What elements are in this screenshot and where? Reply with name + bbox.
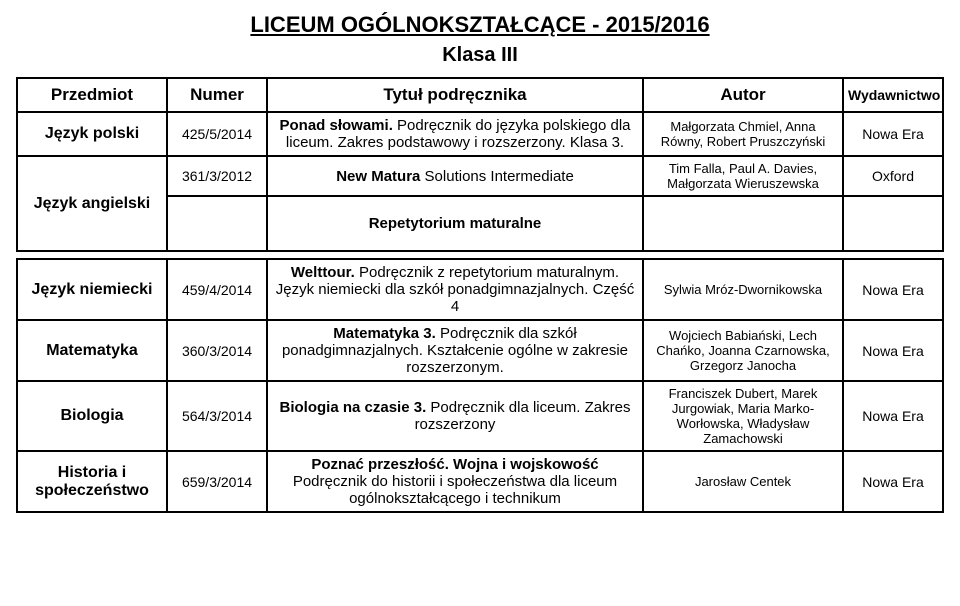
cell-subject: Biologia (17, 381, 167, 451)
cell-author: Wojciech Babiański, Lech Chańko, Joanna … (643, 320, 843, 381)
cell-number: 564/3/2014 (167, 381, 267, 451)
table-row: Język niemiecki 459/4/2014 Welttour. Pod… (17, 259, 943, 320)
spacer-row (17, 251, 943, 259)
cell-number: 659/3/2014 (167, 451, 267, 512)
cell-author: Małgorzata Chmiel, Anna Równy, Robert Pr… (643, 112, 843, 156)
table-row: Biologia 564/3/2014 Biologia na czasie 3… (17, 381, 943, 451)
page-title: LICEUM OGÓLNOKSZTAŁCĄCE - 2015/2016 (16, 12, 944, 38)
cell-title: Ponad słowami. Podręcznik do języka pols… (267, 112, 643, 156)
col-subject: Przedmiot (17, 78, 167, 112)
cell-title: Poznać przeszłość. Wojna i wojskowość Po… (267, 451, 643, 512)
table-header-row: Przedmiot Numer Tytuł podręcznika Autor … (17, 78, 943, 112)
col-author: Autor (643, 78, 843, 112)
cell-subject: Język niemiecki (17, 259, 167, 320)
cell-title: New Matura Solutions Intermediate (267, 156, 643, 196)
cell-subject: Historia i społeczeństwo (17, 451, 167, 512)
cell-author: Franciszek Dubert, Marek Jurgowiak, Mari… (643, 381, 843, 451)
cell-number: 360/3/2014 (167, 320, 267, 381)
table-row: Język polski 425/5/2014 Ponad słowami. P… (17, 112, 943, 156)
cell-publisher: Nowa Era (843, 112, 943, 156)
col-publisher: Wydawnictwo (843, 78, 943, 112)
cell-author: Sylwia Mróz-Dwornikowska (643, 259, 843, 320)
cell-title: Welttour. Podręcznik z repetytorium matu… (267, 259, 643, 320)
cell-subject: Język polski (17, 112, 167, 156)
cell-title: Repetytorium maturalne (267, 196, 643, 251)
col-title: Tytuł podręcznika (267, 78, 643, 112)
cell-title: Matematyka 3. Podręcznik dla szkół ponad… (267, 320, 643, 381)
cell-title: Biologia na czasie 3. Podręcznik dla lic… (267, 381, 643, 451)
cell-number: 361/3/2012 (167, 156, 267, 196)
table-row: Język angielski 361/3/2012 New Matura So… (17, 156, 943, 196)
table-row: Historia i społeczeństwo 659/3/2014 Pozn… (17, 451, 943, 512)
cell-publisher: Nowa Era (843, 259, 943, 320)
cell-author: Jarosław Centek (643, 451, 843, 512)
cell-publisher: Nowa Era (843, 381, 943, 451)
cell-publisher: Nowa Era (843, 451, 943, 512)
cell-number: 459/4/2014 (167, 259, 267, 320)
cell-subject: Matematyka (17, 320, 167, 381)
page-subtitle: Klasa III (16, 44, 944, 67)
cell-publisher (843, 196, 943, 251)
cell-author (643, 196, 843, 251)
cell-subject: Język angielski (17, 156, 167, 251)
textbook-table: Przedmiot Numer Tytuł podręcznika Autor … (16, 77, 944, 513)
cell-publisher: Oxford (843, 156, 943, 196)
cell-number: 425/5/2014 (167, 112, 267, 156)
cell-publisher: Nowa Era (843, 320, 943, 381)
table-row: Matematyka 360/3/2014 Matematyka 3. Podr… (17, 320, 943, 381)
cell-author: Tim Falla, Paul A. Davies, Małgorzata Wi… (643, 156, 843, 196)
cell-number (167, 196, 267, 251)
col-number: Numer (167, 78, 267, 112)
